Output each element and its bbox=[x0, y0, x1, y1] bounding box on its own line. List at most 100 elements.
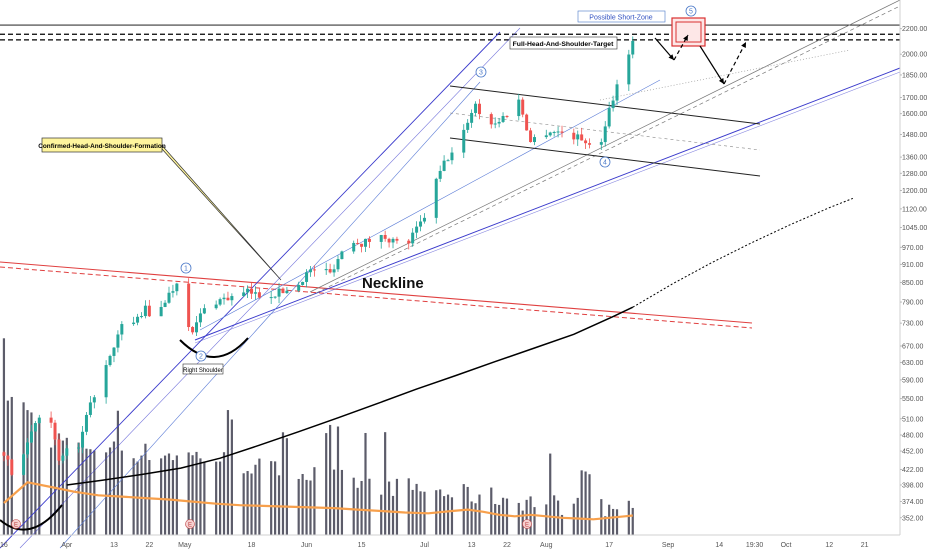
x-tick-label: 15 bbox=[358, 542, 366, 549]
volume-bar bbox=[443, 496, 446, 535]
candle bbox=[139, 316, 143, 318]
candle bbox=[198, 313, 202, 323]
volume-bar bbox=[313, 467, 316, 535]
volume-bar bbox=[222, 452, 226, 535]
candle bbox=[340, 251, 344, 260]
candle bbox=[627, 54, 631, 85]
volume-bar bbox=[336, 426, 340, 535]
volume-bar bbox=[277, 475, 281, 535]
candle bbox=[532, 137, 536, 143]
candle bbox=[615, 84, 619, 101]
wave-circle bbox=[685, 5, 697, 17]
candle bbox=[411, 232, 415, 244]
y-tick-label: 1700.00 bbox=[902, 95, 927, 102]
candle bbox=[391, 238, 395, 243]
y-tick-label: 1045.00 bbox=[902, 225, 927, 232]
fan-line bbox=[199, 79, 661, 331]
candle bbox=[88, 402, 92, 415]
volume-bar bbox=[470, 501, 473, 535]
arrow-down bbox=[699, 45, 725, 85]
volume-bar bbox=[26, 410, 29, 535]
candle bbox=[505, 115, 509, 117]
x-tick-label: Jun bbox=[301, 542, 312, 549]
candle bbox=[501, 115, 505, 122]
y-tick-label: 910.00 bbox=[902, 262, 924, 269]
arrow-up-head bbox=[683, 35, 688, 41]
volume-bar bbox=[384, 432, 387, 535]
wave-label: 5 bbox=[689, 9, 693, 16]
candle bbox=[434, 178, 438, 218]
x-tick-label: 14 bbox=[715, 542, 723, 549]
candle bbox=[407, 240, 411, 244]
candle bbox=[462, 129, 466, 153]
candle bbox=[603, 126, 607, 143]
candle bbox=[572, 132, 576, 140]
volume-bar bbox=[258, 458, 261, 535]
bottom-arc bbox=[0, 504, 63, 531]
volume-bar bbox=[615, 509, 619, 535]
earnings-circle bbox=[185, 519, 195, 529]
candle bbox=[242, 292, 246, 297]
y-tick-label: 398.00 bbox=[902, 483, 924, 490]
candle bbox=[521, 99, 525, 115]
volume-bar bbox=[175, 455, 178, 535]
y-tick-label: 850.00 bbox=[902, 280, 924, 287]
y-tick-label: 452.00 bbox=[902, 449, 924, 456]
volume-bar bbox=[600, 499, 603, 535]
candle bbox=[2, 452, 6, 456]
candle bbox=[312, 269, 316, 271]
y-tick-label: 630.00 bbox=[902, 360, 924, 367]
arrow-rebound-shaft bbox=[723, 41, 747, 85]
candle bbox=[305, 272, 309, 282]
candle bbox=[10, 459, 14, 475]
candle bbox=[230, 296, 234, 301]
volume-bar bbox=[612, 508, 615, 535]
y-tick-label: 550.00 bbox=[902, 396, 924, 403]
right-shoulder-box bbox=[182, 363, 224, 375]
candle bbox=[191, 327, 195, 333]
volume-bar bbox=[608, 504, 611, 535]
candle bbox=[136, 316, 140, 323]
volume-bar bbox=[631, 507, 634, 535]
candle bbox=[548, 132, 552, 136]
x-tick-label: 17 bbox=[605, 542, 613, 549]
volume-bar bbox=[474, 503, 477, 535]
candle bbox=[116, 334, 120, 348]
volume-bar bbox=[93, 450, 96, 535]
candle bbox=[576, 134, 580, 140]
candle bbox=[588, 143, 592, 145]
candle bbox=[450, 152, 454, 161]
volume-bar bbox=[395, 478, 399, 535]
wave-label: 1 bbox=[184, 266, 188, 273]
volume-bar bbox=[627, 500, 630, 535]
y-tick-label: 2000.00 bbox=[902, 52, 927, 59]
wave-label: 2 bbox=[199, 354, 203, 361]
volume-bar bbox=[505, 498, 509, 535]
candle bbox=[104, 365, 108, 398]
candle bbox=[474, 103, 478, 113]
candle bbox=[599, 142, 603, 145]
volume-bar bbox=[490, 487, 493, 535]
y-tick-label: 374.00 bbox=[902, 499, 924, 506]
channel-top bbox=[449, 85, 761, 125]
candle bbox=[611, 100, 615, 109]
volume-bar bbox=[301, 473, 304, 535]
candle bbox=[607, 108, 611, 127]
volume-bar bbox=[380, 494, 383, 535]
volume-bar bbox=[246, 471, 249, 535]
candle bbox=[360, 243, 364, 247]
short-zone-box bbox=[671, 17, 706, 47]
hs-target-text: Full-Head-And-Shoulder-Target bbox=[513, 41, 614, 48]
candle bbox=[446, 160, 450, 162]
candle bbox=[257, 292, 261, 298]
candle bbox=[364, 238, 368, 247]
candle bbox=[29, 431, 33, 443]
volume-bar bbox=[2, 338, 6, 535]
candle bbox=[356, 242, 360, 244]
volume-bar bbox=[226, 410, 230, 535]
y-tick-label: 1480.00 bbox=[902, 132, 927, 139]
arrow-rebound bbox=[723, 41, 747, 85]
y-tick-label: 1120.00 bbox=[902, 206, 927, 213]
candle bbox=[81, 431, 85, 448]
